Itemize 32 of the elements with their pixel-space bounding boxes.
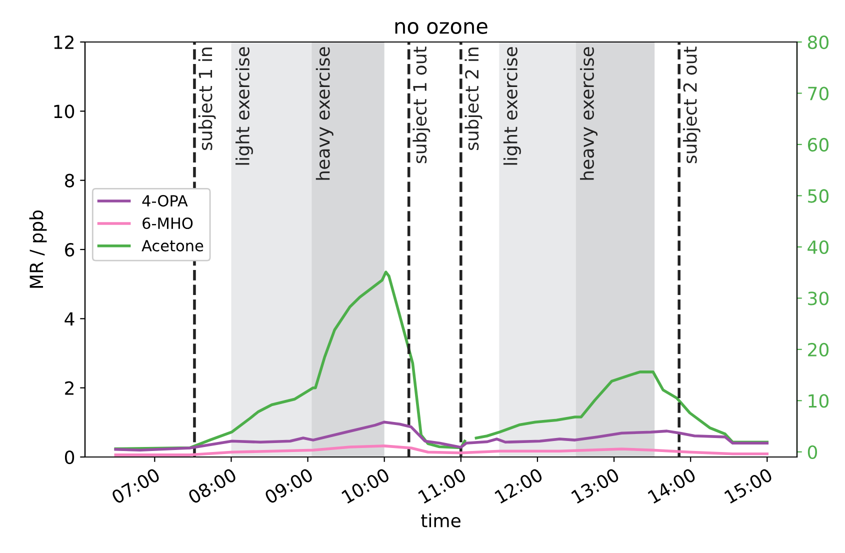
y-tick-label: 6	[65, 242, 74, 257]
y-axis-title: MR / ppb	[29, 210, 47, 288]
y-tick-label: 0	[64, 450, 74, 464]
band-label: heavy exercise	[316, 47, 334, 180]
band-label: heavy exercise	[580, 47, 598, 180]
y2-tick-label: 70	[808, 86, 828, 100]
y-tick-label: 10	[54, 104, 74, 118]
y2-tick-label: 60	[808, 138, 828, 152]
chart-title: no ozone	[395, 22, 488, 34]
y2-tick-label: 20	[808, 342, 828, 357]
y2-tick-label: 40	[808, 240, 828, 254]
line-series	[114, 444, 769, 456]
legend-label: 4-OPA	[142, 195, 188, 207]
y2-tick-label: 50	[808, 189, 828, 203]
y-tick-label: 12	[54, 35, 74, 49]
y-tick-label: 8	[65, 174, 74, 188]
band-label: light exercise	[236, 47, 253, 165]
y-tick-label: 2	[65, 381, 74, 395]
y-tick-label: 4	[64, 312, 74, 326]
legend-label: 6-MHO	[142, 217, 193, 230]
y2-tick-label: 80	[808, 35, 828, 50]
y2-tick-label: 10	[808, 394, 828, 408]
y2-tick-label: 0	[808, 445, 818, 459]
y2-tick-label: 30	[808, 292, 828, 306]
line-series	[114, 420, 769, 452]
band-label: light exercise	[503, 47, 521, 165]
legend-label: Acetone	[142, 240, 204, 252]
ref-line-label: subject 1 out	[412, 46, 430, 164]
ref-line-label: subject 2 out	[682, 46, 700, 164]
ref-line-label: subject 1 in	[198, 48, 216, 150]
ref-line-label: subject 2 in	[464, 48, 482, 150]
x-axis-title: time	[421, 513, 460, 528]
